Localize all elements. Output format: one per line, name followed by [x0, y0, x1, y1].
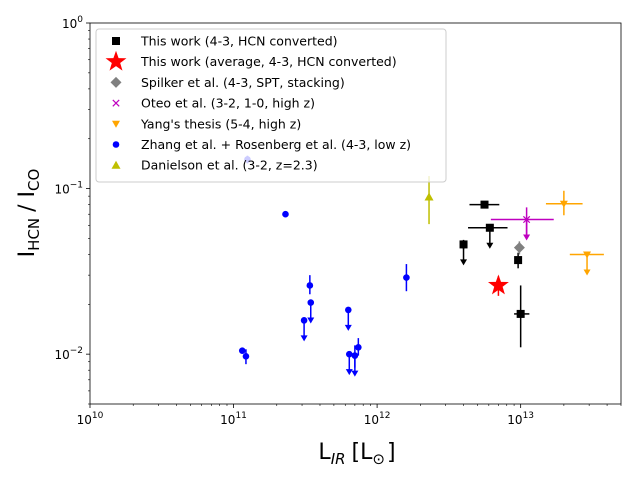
y-tick-label-2-exponent: 0 — [77, 15, 83, 25]
series-5-point-4 — [300, 317, 308, 324]
legend-entry-0: This work (4-3, HCN converted) — [112, 34, 338, 49]
legend-label-0: This work (4-3, HCN converted) — [140, 34, 338, 49]
series-5-point-3 — [282, 210, 289, 218]
y-axis-label-a: I — [15, 251, 40, 258]
y-tick-label-2-base: 10 — [62, 17, 77, 31]
y-axis-label-a-sub: HCN — [25, 218, 43, 251]
x-tick-label-3-base: 10 — [507, 413, 522, 427]
y-tick-label-2: 100 — [62, 15, 83, 31]
legend-label-1: This work (average, 4-3, HCN converted) — [140, 54, 397, 69]
legend-entry-3: Oteo et al. (3-2, 1-0, high z) — [112, 96, 315, 111]
series-5-point-1 — [242, 353, 250, 360]
series-5-point-0 — [238, 347, 246, 354]
series-5-point-9-limit-arrow — [351, 370, 359, 377]
legend-label-4: Yang's thesis (5-4, high z) — [140, 116, 301, 131]
legend-box — [95, 28, 447, 183]
series-0-point-1 — [480, 200, 489, 209]
legend-label-2: Spilker et al. (4-3, SPT, stacking) — [141, 75, 345, 90]
series-3-point-0-limit-arrow — [523, 234, 531, 241]
x-tick-label-1: 1011 — [220, 411, 247, 427]
series-5-point-4-limit-arrow — [300, 335, 308, 342]
legend-marker-triangle-up — [111, 160, 121, 169]
legend-label-6: Danielson et al. (3-2, z=2.3) — [141, 158, 318, 173]
y-tick-label-1-base: 10 — [54, 183, 69, 197]
legend-label-5: Zhang et al. + Rosenberg et al. (4-3, lo… — [141, 137, 411, 152]
series-6-point-0 — [424, 192, 434, 201]
y-tick-label-1-exponent: −1 — [70, 181, 83, 191]
x-tick-label-1-exponent: 11 — [235, 411, 246, 421]
series-5-point-9 — [351, 352, 359, 359]
y-tick-label-0-exponent: −2 — [70, 346, 83, 356]
x-axis-label-unit-open: [L — [352, 440, 374, 465]
x-axis-label-unit-close: ] — [387, 440, 396, 465]
series-4-point-0 — [559, 200, 568, 208]
legend-label-3: Oteo et al. (3-2, 1-0, high z) — [141, 96, 315, 111]
legend-items: This work (4-3, HCN converted) This work … — [105, 34, 411, 173]
series-1-point-0 — [487, 274, 509, 295]
series-5-point-7-limit-arrow — [344, 324, 352, 331]
legend-marker-x — [112, 99, 120, 107]
y-tick-label-1: 10−1 — [54, 181, 83, 197]
x-tick-label-2: 1012 — [364, 411, 391, 427]
series-0-point-2 — [485, 223, 494, 232]
x-tick-label-3-exponent: 13 — [523, 411, 534, 421]
series-0-point-3 — [514, 256, 523, 265]
legend-entry-6: Danielson et al. (3-2, z=2.3) — [111, 158, 318, 173]
legend-entry-4: Yang's thesis (5-4, high z) — [112, 116, 301, 131]
legend-entry-5: Zhang et al. + Rosenberg et al. (4-3, lo… — [112, 137, 411, 152]
y-axis-label-mid: / I — [15, 191, 40, 212]
x-tick-label-0-base: 10 — [77, 413, 92, 427]
x-axis-label: LIR [L⊙] — [318, 440, 395, 468]
legend-marker-square — [112, 37, 120, 45]
series-3 — [490, 207, 554, 241]
series-5-point-11 — [403, 274, 410, 281]
series-4 — [545, 190, 604, 276]
x-tick-label-0-exponent: 10 — [92, 411, 104, 421]
plot-frame — [89, 22, 622, 405]
series-0-point-2-limit-arrow — [486, 242, 494, 249]
series-4-point-1 — [583, 251, 592, 259]
series-5-point-7 — [345, 306, 352, 314]
y-axis-label-b-sub: CO — [25, 169, 43, 191]
series-3-point-0 — [522, 215, 531, 224]
series-0-point-4 — [516, 309, 525, 318]
series-5-point-6 — [307, 299, 315, 306]
series-6 — [424, 176, 434, 225]
legend-marker-diamond — [110, 76, 122, 88]
series-2 — [513, 241, 525, 255]
legend-marker-circle — [112, 141, 120, 148]
legend-entry-2: Spilker et al. (4-3, SPT, stacking) — [110, 75, 345, 90]
series-5-point-10 — [355, 344, 362, 351]
y-axis-label: IHCN / ICO — [15, 169, 43, 258]
legend-marker-triangle-down — [112, 120, 120, 128]
series-0-point-0-limit-arrow — [460, 259, 468, 266]
x-axis-label-main: L — [318, 440, 331, 465]
x-tick-label-2-exponent: 12 — [379, 411, 390, 421]
x-tick-label-0: 1010 — [77, 411, 104, 427]
series-5-point-8 — [345, 350, 353, 358]
series-0-point-0 — [459, 240, 468, 249]
legend: This work (4-3, HCN converted) This work … — [95, 28, 447, 183]
series-2-point-0 — [513, 242, 525, 254]
y-tick-label-0-base: 10 — [54, 348, 69, 362]
x-axis-label-sub: IR — [331, 450, 346, 468]
series-1 — [487, 274, 509, 296]
x-tick-label-1-base: 10 — [220, 413, 235, 427]
legend-marker-star — [105, 50, 127, 71]
series-0 — [459, 200, 530, 348]
x-tick-label-3: 1013 — [507, 411, 534, 427]
series-5-point-6-limit-arrow — [307, 317, 315, 324]
series-4-point-1-limit-arrow — [583, 269, 591, 276]
series-5-point-8-limit-arrow — [345, 369, 353, 376]
series-5-point-5 — [306, 282, 314, 289]
x-tick-label-2-base: 10 — [364, 413, 379, 427]
legend-entry-1: This work (average, 4-3, HCN converted) — [105, 50, 397, 71]
x-axis-label-unit-sub: ⊙ — [372, 450, 385, 468]
y-tick-label-0: 10−2 — [54, 346, 83, 362]
